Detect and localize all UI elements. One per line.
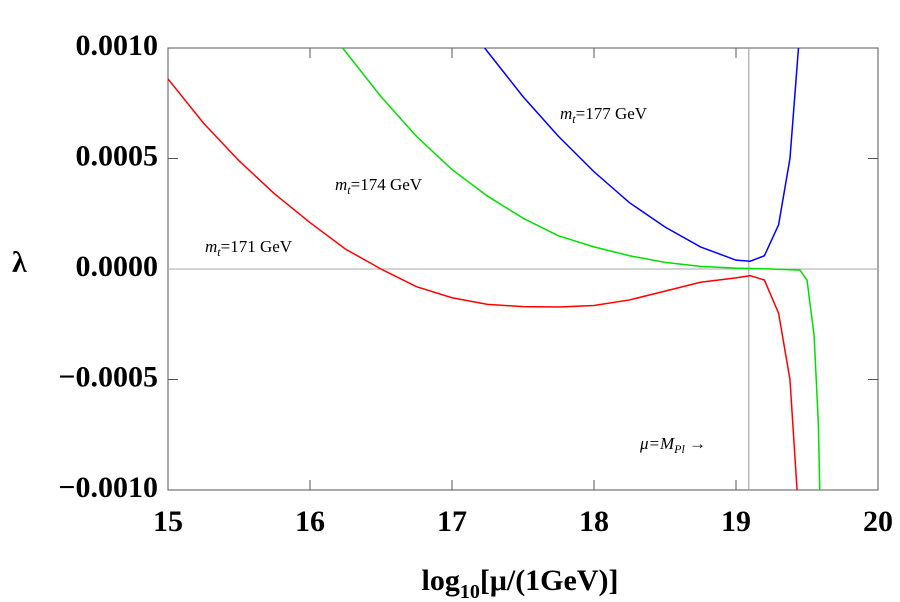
annotation: mt=177 GeV <box>560 104 648 126</box>
x-label-sub: 10 <box>460 581 480 602</box>
x-tick-label: 19 <box>721 505 751 538</box>
y-tick-label: 0.0010 <box>76 29 159 62</box>
annotation-sub: t <box>217 245 221 259</box>
x-tick-label: 17 <box>437 505 467 538</box>
curves <box>168 48 821 490</box>
annotation: mt=174 GeV <box>335 175 423 197</box>
x-label-base: log <box>422 564 460 597</box>
x-tick-label: 16 <box>295 505 325 538</box>
y-axis-label: λ <box>12 246 27 279</box>
annotation-text: =177 GeV <box>576 104 648 123</box>
y-tick-label: 0.0000 <box>76 250 159 283</box>
x-tick-label: 15 <box>153 505 183 538</box>
annotation-sub: Pl <box>673 442 685 456</box>
annotation-base: m <box>335 175 347 194</box>
y-tick-label: −0.0010 <box>58 471 158 504</box>
annotation-base: μ=M <box>639 434 675 453</box>
x-tick-label: 18 <box>579 505 609 538</box>
annotation-text: → <box>685 434 706 453</box>
x-axis-label: log10[μ/(1GeV)] <box>422 564 619 602</box>
x-tick-label: 20 <box>863 505 893 538</box>
annotation: mt=171 GeV <box>205 237 293 259</box>
curve <box>168 78 798 490</box>
y-tick-label: 0.0005 <box>76 139 159 172</box>
annotation-base: m <box>205 237 217 256</box>
y-tick-label: −0.0005 <box>58 360 158 393</box>
annotation: μ=MPl → <box>639 434 706 456</box>
annotation-base: m <box>560 104 572 123</box>
annotation-text: =171 GeV <box>221 237 293 256</box>
curve <box>484 48 800 263</box>
annotation-sub: t <box>347 183 351 197</box>
x-label-text: [μ/(1GeV)] <box>480 564 619 597</box>
annotation-text: =174 GeV <box>351 175 423 194</box>
annotation-sub: t <box>572 112 576 126</box>
curve <box>342 48 821 490</box>
